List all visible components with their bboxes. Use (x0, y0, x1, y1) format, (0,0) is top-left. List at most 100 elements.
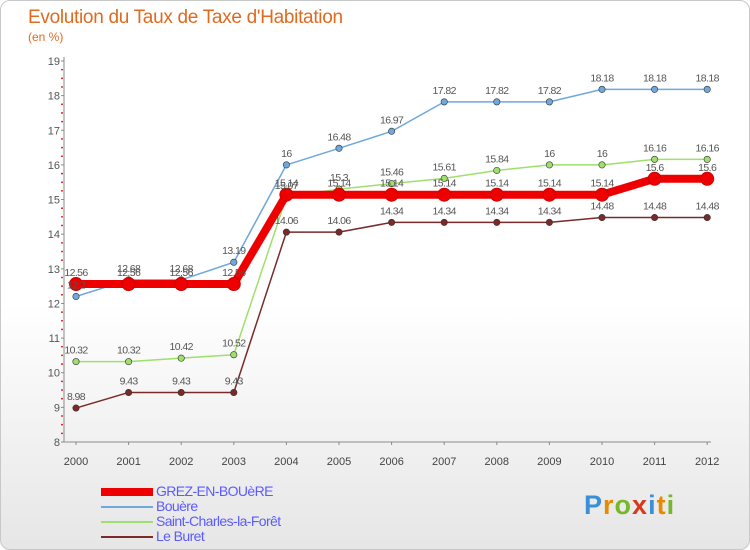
data-point (440, 98, 448, 106)
y-minor-tick (61, 293, 63, 296)
y-minor-tick (61, 138, 63, 140)
y-axis-unit: (en %) (28, 30, 64, 44)
data-point (598, 161, 606, 169)
data-label: 12.56 (170, 267, 194, 279)
data-label: 12.56 (222, 267, 246, 279)
y-tick-label: 14 (48, 229, 60, 241)
data-label: 15.6 (646, 162, 665, 174)
data-point (595, 187, 609, 202)
data-label: 17.82 (538, 85, 562, 97)
x-tick-label: 2007 (432, 456, 456, 468)
logo-letter: i (648, 490, 657, 520)
x-tick-label: 2011 (643, 456, 667, 468)
data-label: 14.06 (275, 215, 299, 227)
y-tick-label: 15 (48, 195, 60, 207)
data-label: 16 (281, 148, 292, 160)
y-minor-tick (61, 354, 63, 357)
y-minor-tick (61, 328, 63, 331)
data-label: 16.97 (380, 114, 404, 126)
y-minor-tick (61, 68, 63, 71)
y-tick-label: 18 (48, 91, 60, 103)
data-label: 16 (544, 148, 555, 160)
y-tick-label: 19 (48, 56, 60, 68)
legend-label: Le Buret (156, 528, 205, 544)
y-tick-label: 8 (54, 437, 60, 449)
logo-letter: o (614, 490, 633, 520)
x-tick-label: 2004 (274, 456, 298, 468)
data-point (230, 258, 238, 266)
x-tick-label: 2003 (222, 456, 246, 468)
y-minor-tick (61, 276, 63, 279)
y-minor-tick (61, 415, 63, 417)
data-point (651, 85, 659, 93)
data-point (440, 174, 448, 182)
data-label: 16.48 (327, 131, 351, 143)
logo-letter: P (584, 490, 604, 520)
y-minor-tick (61, 363, 63, 365)
y-tick-label: 11 (49, 333, 60, 345)
data-label: 15.14 (433, 178, 457, 190)
y-minor-tick (61, 397, 63, 400)
data-point (388, 180, 396, 188)
data-label: 18.18 (643, 72, 667, 84)
y-minor-tick (61, 189, 63, 192)
data-point (72, 404, 80, 412)
y-minor-tick (61, 432, 63, 435)
data-label: 18.18 (590, 72, 614, 84)
data-label: 14.34 (538, 205, 562, 217)
data-point (388, 218, 396, 226)
x-tick-label: 2008 (485, 456, 509, 468)
data-point (703, 85, 711, 93)
data-label: 12.68 (117, 263, 141, 275)
data-point (72, 358, 80, 366)
data-label: 15.46 (380, 167, 404, 179)
y-tick-label: 12 (48, 298, 60, 310)
data-label: 8.98 (67, 391, 86, 403)
data-label: 15.6 (698, 162, 717, 174)
data-point (177, 354, 185, 362)
data-point (703, 214, 711, 222)
data-label: 15.14 (485, 178, 509, 190)
data-point (332, 187, 346, 202)
logo-letter: i (666, 490, 676, 520)
legend-swatch (101, 520, 153, 523)
data-point (282, 161, 290, 169)
y-minor-tick (61, 380, 63, 383)
data-point (226, 277, 241, 292)
x-tick-label: 2009 (537, 456, 561, 468)
data-point (542, 187, 557, 202)
data-label: 15.07 (275, 180, 299, 192)
y-tick-label: 13 (48, 264, 60, 276)
data-label: 14.34 (380, 205, 404, 217)
y-minor-tick (61, 207, 63, 210)
y-minor-tick (61, 86, 63, 88)
y-minor-tick (61, 241, 63, 244)
data-point (125, 358, 133, 366)
data-point (700, 171, 715, 186)
data-label: 14.48 (590, 201, 614, 213)
data-point (651, 214, 659, 222)
y-minor-tick (61, 319, 63, 322)
data-point (651, 155, 659, 163)
data-point (384, 187, 399, 202)
data-label: 14.06 (327, 215, 351, 227)
data-point (598, 214, 606, 222)
y-tick-label: 9 (54, 402, 60, 414)
data-point (125, 388, 133, 396)
x-tick-label: 2006 (379, 456, 403, 468)
data-label: 16 (597, 148, 608, 160)
data-point (493, 98, 501, 106)
data-label: 10.32 (64, 345, 88, 357)
data-point (230, 388, 238, 396)
data-point (72, 293, 80, 301)
data-point (388, 127, 396, 135)
y-minor-tick (61, 423, 63, 426)
x-tick-label: 2002 (169, 456, 193, 468)
chart-title: Evolution du Taux de Taxe d'Habitation (28, 7, 343, 28)
data-point (545, 218, 553, 226)
logo-letter: t (656, 490, 667, 520)
data-point (174, 277, 189, 292)
y-minor-tick (61, 77, 63, 80)
